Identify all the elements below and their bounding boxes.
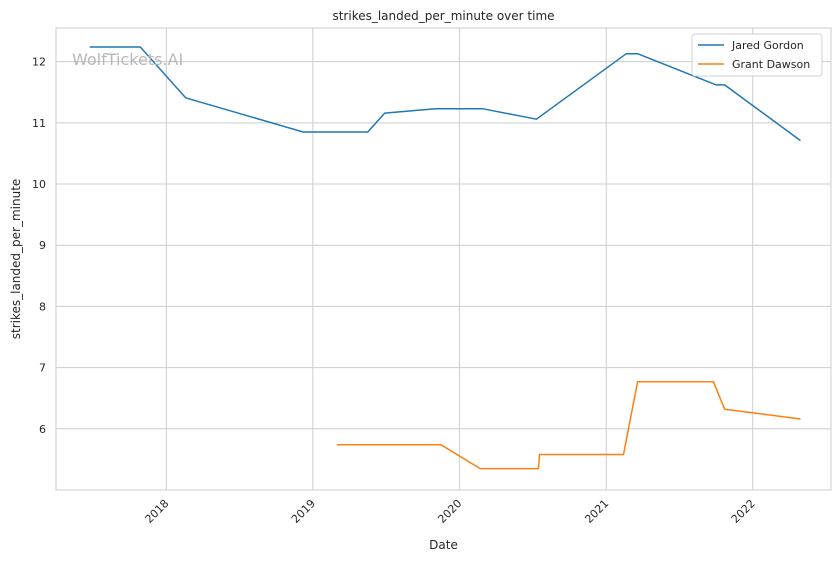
series-line-grant-dawson — [336, 380, 801, 470]
series-lines — [89, 46, 801, 470]
y-tick-label: 7 — [39, 362, 46, 375]
y-tick-label: 10 — [32, 178, 46, 191]
legend: Jared Gordon Grant Dawson — [691, 33, 823, 77]
watermark: WolfTickets.AI — [72, 50, 183, 69]
y-tick-label: 12 — [32, 56, 46, 69]
legend-box — [691, 33, 823, 77]
legend-label: Grant Dawson — [732, 58, 810, 71]
series-line-jared-gordon — [89, 46, 801, 142]
plot-frame — [55, 27, 832, 491]
y-tick-label: 9 — [39, 239, 46, 252]
chart-title: strikes_landed_per_minute over time — [332, 9, 554, 23]
grid — [56, 28, 831, 490]
legend-label: Jared Gordon — [731, 39, 804, 52]
y-tick-label: 11 — [32, 117, 46, 130]
y-axis-label: strikes_landed_per_minute — [9, 179, 23, 340]
y-tick-label: 6 — [39, 423, 46, 436]
x-axis-label: Date — [429, 538, 458, 552]
y-tick-label: 8 — [39, 300, 46, 313]
